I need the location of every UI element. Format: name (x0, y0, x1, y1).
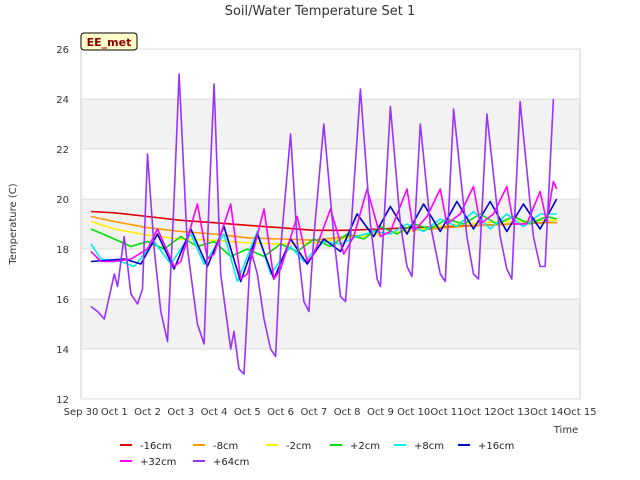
series-line-7 (90, 73, 555, 375)
legend-label-1: -8cm (213, 441, 238, 452)
x-tick-label-0: Sep 30 (64, 407, 99, 418)
y-tick-label-5: 22 (56, 145, 69, 156)
x-tick-label-6: Oct 6 (267, 407, 294, 418)
x-axis-ticks: Sep 30 Oct 1 Oct 2 Oct 3 Oct 4 Oct 5 Oct 6 Oct … (64, 407, 597, 418)
x-tick-label-10: Oct 10 (397, 407, 430, 418)
x-tick-label-9: Oct 9 (367, 407, 394, 418)
legend-label-4: +8cm (414, 441, 444, 452)
legend-label-7: +64cm (213, 457, 249, 468)
series-line-3 (90, 213, 557, 258)
y-tick-label-2: 16 (56, 295, 69, 306)
legend: -16cm -8cm -2cm +2cm +8cm +16cm +32cm +64cm (120, 441, 514, 468)
station-badge-label: EE_met (87, 36, 132, 49)
x-tick-label-8: Oct 8 (334, 407, 361, 418)
x-axis-title: Time (553, 425, 578, 436)
x-tick-label-2: Oct 2 (134, 407, 161, 418)
y-tick-label-3: 18 (56, 245, 69, 256)
legend-label-3: +2cm (350, 441, 380, 452)
x-tick-label-4: Oct 4 (201, 407, 228, 418)
x-tick-label-3: Oct 3 (167, 407, 194, 418)
chart-title: Soil/Water Temperature Set 1 (225, 4, 416, 19)
legend-label-0: -16cm (140, 441, 172, 452)
x-tick-label-13: Oct 13 (497, 407, 530, 418)
series-line-6 (90, 180, 558, 280)
x-tick-label-14: Oct 14 (530, 407, 563, 418)
y-axis-title: Temperature (C) (8, 183, 19, 265)
y-tick-label-6: 24 (56, 95, 69, 106)
x-tick-label-5: Oct 5 (234, 407, 261, 418)
x-tick-label-1: Oct 1 (101, 407, 128, 418)
series-group (90, 73, 558, 375)
y-tick-label-1: 14 (56, 345, 69, 356)
legend-label-6: +32cm (140, 457, 176, 468)
y-tick-label-0: 12 (56, 395, 69, 406)
x-tick-label-12: Oct 12 (464, 407, 497, 418)
y-tick-label-7: 26 (56, 45, 69, 56)
x-tick-label-7: Oct 7 (300, 407, 327, 418)
legend-label-5: +16cm (478, 441, 514, 452)
x-tick-label-15: Oct 15 (563, 407, 596, 418)
shaded-band-0 (81, 299, 580, 349)
station-badge: EE_met (80, 32, 138, 51)
y-tick-label-4: 20 (56, 195, 69, 206)
legend-label-2: -2cm (286, 441, 311, 452)
station-badge-box (80, 32, 138, 51)
x-tick-label-11: Oct 11 (430, 407, 463, 418)
y-axis-ticks: 12 14 16 18 20 22 24 26 (56, 45, 69, 406)
shaded-band-2 (81, 99, 580, 149)
